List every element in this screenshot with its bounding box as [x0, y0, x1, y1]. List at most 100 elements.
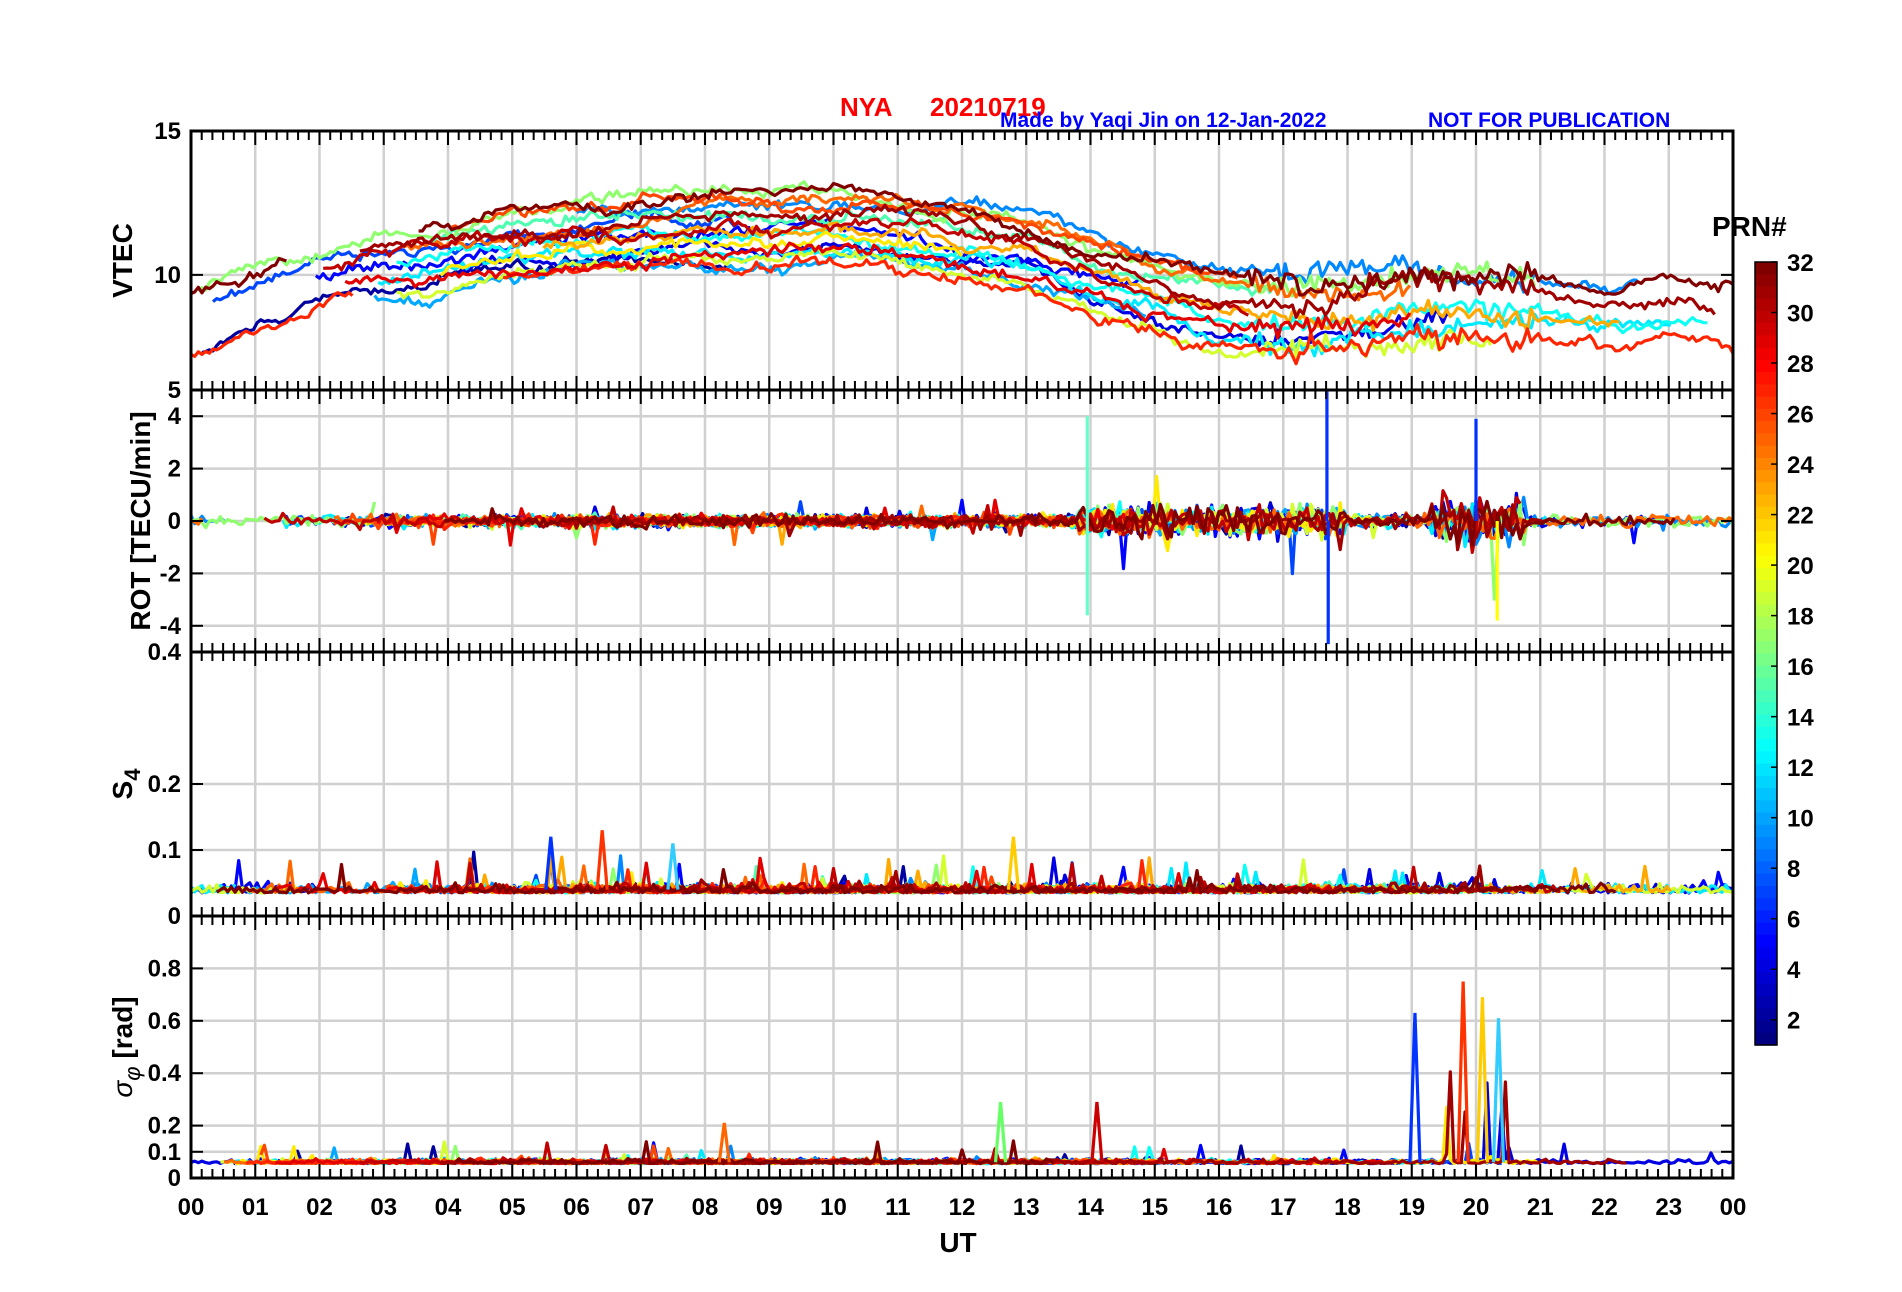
x-tick-label: 21 [1527, 1194, 1554, 1221]
colorbar-segment [1755, 910, 1777, 924]
station-title: NYA [840, 92, 893, 122]
colorbar-segment [1755, 469, 1777, 483]
colorbar-segment [1755, 286, 1777, 300]
colorbar-segment [1755, 604, 1777, 618]
colorbar-tick-label: 6 [1787, 907, 1800, 934]
x-axis-label: UT [939, 1227, 976, 1258]
peak-mark [595, 830, 609, 890]
x-tick-label: 07 [627, 1194, 654, 1221]
series-line-prn-32 [444, 499, 1676, 547]
y-tick-label: 0.1 [148, 1139, 181, 1166]
x-tick-label: 10 [820, 1194, 847, 1221]
colorbar-tick-label: 30 [1787, 301, 1814, 328]
colorbar-segment [1755, 898, 1777, 912]
x-tick-label: 00 [1720, 1194, 1747, 1221]
colorbar-segment [1755, 335, 1777, 349]
colorbar-tick-label: 12 [1787, 755, 1814, 782]
peak-mark [1408, 1012, 1422, 1163]
y-tick-label: 0 [168, 903, 181, 930]
colorbar-segment [1755, 739, 1777, 752]
colorbar-tick-label: 28 [1787, 351, 1814, 378]
colorbar-segment [1755, 812, 1777, 826]
peak-mark [1475, 997, 1490, 1163]
colorbar-segment [1755, 959, 1777, 973]
peak-mark [1006, 836, 1020, 890]
colorbar-tick-label: 10 [1787, 806, 1814, 833]
y-tick-label: 0.8 [148, 955, 181, 982]
colorbar-segment [1755, 421, 1777, 434]
colorbar-segment [1755, 531, 1777, 544]
x-tick-label: 23 [1655, 1194, 1682, 1221]
colorbar-segment [1755, 934, 1777, 948]
colorbar-segment [1755, 359, 1777, 373]
colorbar-segment [1755, 922, 1777, 936]
colorbar-segment [1755, 1008, 1777, 1022]
series-group-rot [191, 390, 1733, 645]
colorbar-segment [1755, 543, 1777, 557]
colorbar-segment [1755, 1020, 1777, 1034]
x-tick-label: 19 [1398, 1194, 1425, 1221]
peak-mark [544, 836, 558, 890]
y-tick-label: 0.6 [148, 1008, 181, 1035]
series-line-prn-29 [344, 241, 1412, 340]
colorbar-segment [1755, 653, 1777, 667]
colorbar-segment [1755, 702, 1777, 716]
colorbar-segment [1755, 751, 1777, 765]
x-tick-label: 13 [1013, 1194, 1040, 1221]
x-tick-label: 01 [242, 1194, 269, 1221]
notice-text: NOT FOR PUBLICATION [1428, 109, 1670, 132]
series-line-prn-27 [191, 291, 354, 358]
colorbar-segment [1755, 518, 1777, 532]
x-tick-label: 14 [1077, 1194, 1104, 1221]
series-group-sigma_phi [191, 981, 1733, 1166]
colorbar-segment [1755, 800, 1777, 814]
colorbar-segment [1755, 947, 1777, 960]
x-tick-label: 15 [1141, 1194, 1168, 1221]
colorbar-segment [1755, 262, 1777, 275]
series-line-prn-21 [439, 230, 964, 277]
panel-vtec: 15 10 VTEC [107, 118, 1735, 392]
y-tick-label: 0.4 [148, 1060, 182, 1087]
colorbar-tick-label: 26 [1787, 402, 1814, 429]
colorbar-segment [1755, 775, 1777, 789]
colorbar-tick-label: 32 [1787, 250, 1814, 277]
colorbar-segment [1755, 690, 1777, 704]
colorbar-segment [1755, 983, 1777, 997]
colorbar-segment [1755, 494, 1777, 508]
colorbar-segment [1755, 323, 1777, 337]
x-tick-label: 06 [563, 1194, 590, 1221]
colorbar-frame [1754, 261, 1778, 1046]
series-line-prn-32 [418, 181, 1733, 297]
x-tick-label: 05 [499, 1194, 526, 1221]
colorbar-segment [1755, 372, 1777, 385]
x-tick-label: 00 [178, 1194, 205, 1221]
x-axis: 00 01 02 03 04 05 06 07 08 09 10 11 12 13 14 15 16 17 18 19… [178, 1194, 1747, 1221]
colorbar-segment [1755, 592, 1777, 606]
colorbar-segment [1755, 665, 1777, 679]
x-tick-label: 04 [435, 1194, 462, 1221]
y-axis-label-sigma_phi: σφ [rad] [107, 996, 145, 1097]
y-tick-label: 0.4 [148, 639, 182, 666]
colorbar-segment [1755, 482, 1777, 496]
panel-s4: 0.4 0.2 0.1 0 S4 [107, 639, 1735, 930]
colorbar-segment [1755, 971, 1777, 985]
y-tick-label: -4 [160, 613, 182, 640]
colorbar-tick-label: 16 [1787, 654, 1814, 681]
colorbar-segment [1755, 445, 1777, 459]
series-line-prn-27 [502, 254, 1733, 366]
y-tick-label: 15 [154, 118, 181, 145]
x-tick-label: 03 [370, 1194, 397, 1221]
date-title: 20210719 [930, 92, 1046, 122]
panel-sigma_phi: 0.8 0.6 0.4 0.20.10 σφ [rad] [107, 914, 1735, 1192]
x-tick-label: 09 [756, 1194, 783, 1221]
y-axis-label-s4: S4 [107, 768, 145, 800]
y-tick-label: 4 [168, 403, 182, 430]
colorbar-segment [1755, 310, 1777, 324]
colorbar-tick-label: 18 [1787, 604, 1814, 631]
colorbar-tick-label: 4 [1787, 957, 1801, 984]
colorbar-tick-label: 20 [1787, 553, 1814, 580]
x-tick-label: 18 [1334, 1194, 1361, 1221]
series-line-prn-12 [377, 245, 1672, 358]
